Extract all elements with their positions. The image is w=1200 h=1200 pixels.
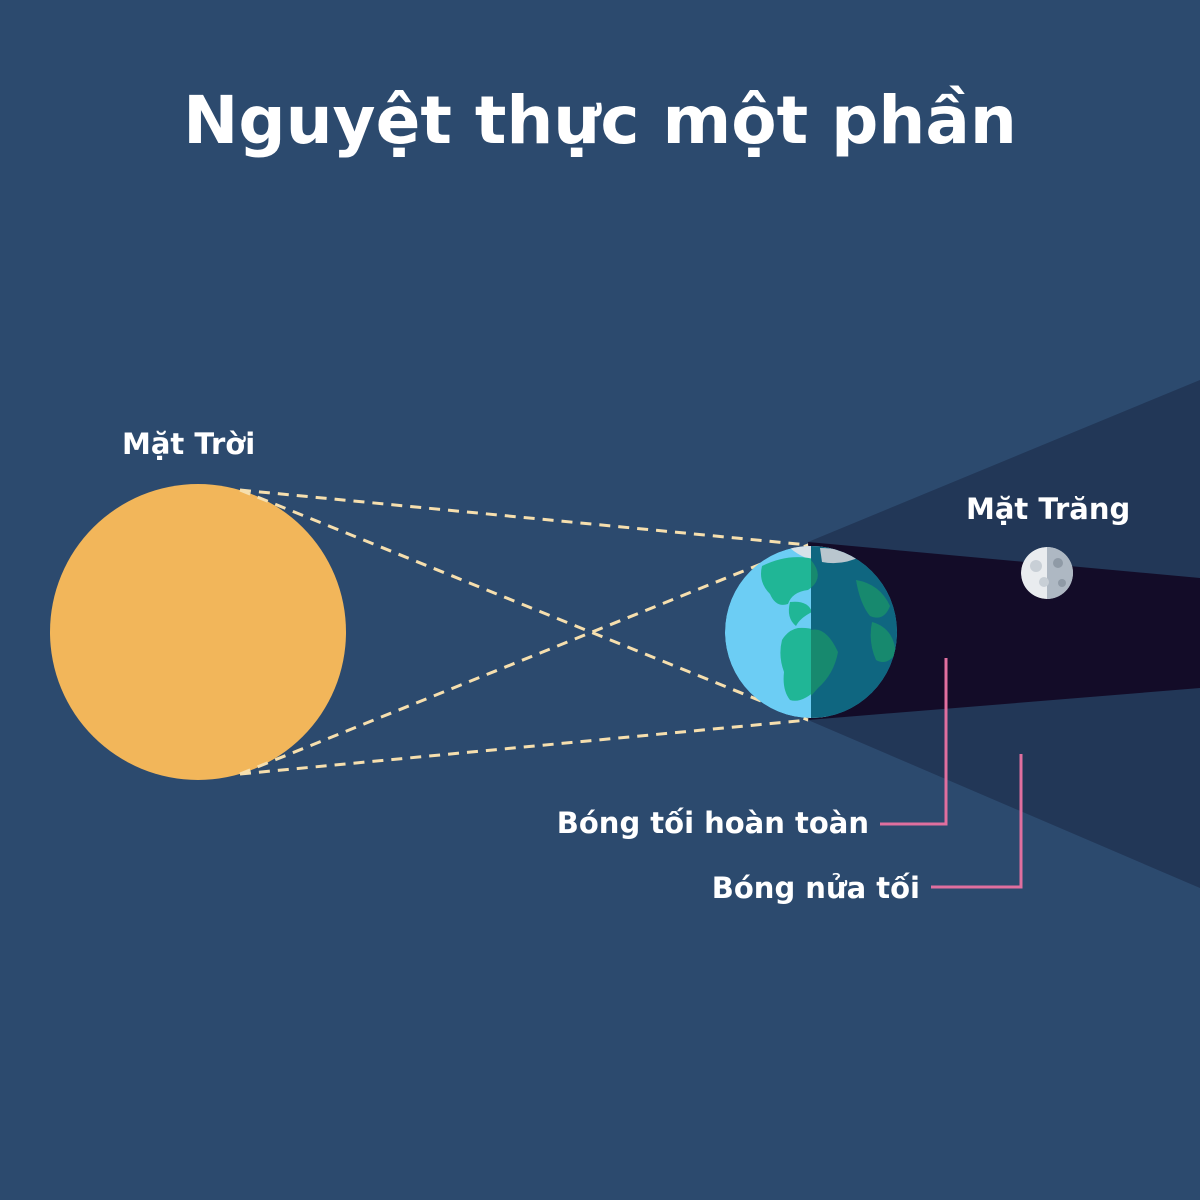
page-title: Nguyệt thực một phần [183,82,1017,159]
moon-label: Mặt Trăng [966,492,1131,526]
sun [50,484,346,780]
ray-bottom-cross [239,543,809,776]
umbra-pointer [880,658,948,826]
sun-label: Mặt Trời [122,427,256,461]
ray-bottom-outer [239,718,809,776]
penumbra-pointer [931,754,1023,889]
ray-top-outer [239,488,809,547]
ray-top-cross [239,488,809,722]
umbra-label: Bóng tối hoàn toàn [556,806,869,840]
umbra-shadow [808,542,1200,720]
sun-rays [239,488,809,776]
penumbra-label: Bóng nửa tối [711,871,920,905]
